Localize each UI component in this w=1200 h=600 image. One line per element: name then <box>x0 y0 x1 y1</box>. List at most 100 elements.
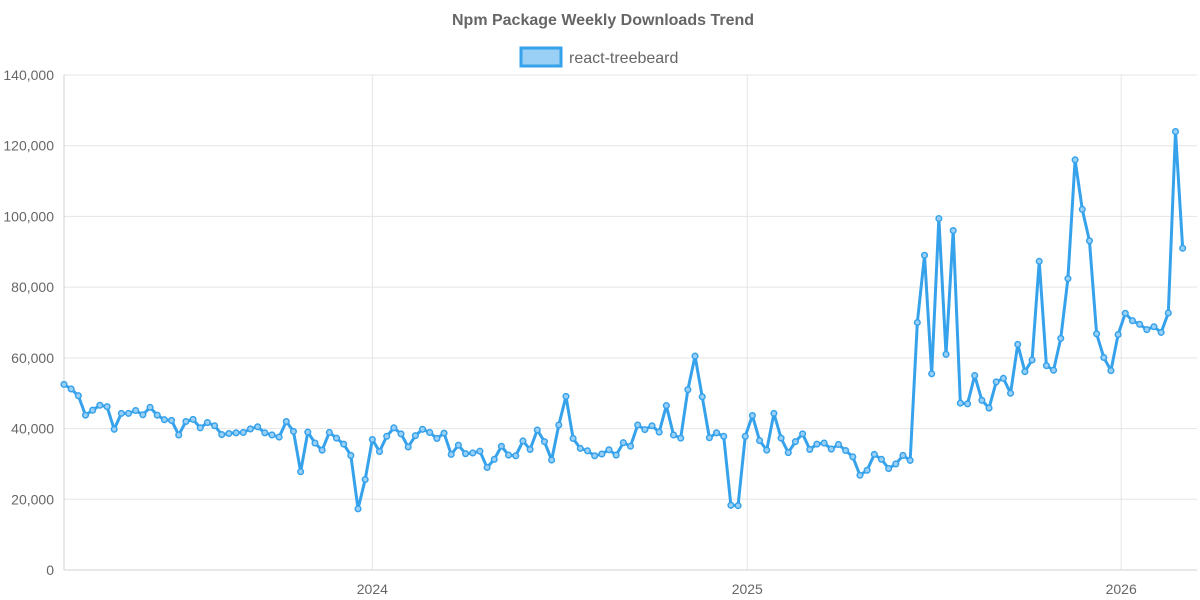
data-point[interactable] <box>956 399 964 407</box>
data-point[interactable] <box>139 411 147 419</box>
data-point[interactable] <box>598 450 606 458</box>
data-point[interactable] <box>799 430 807 438</box>
data-point[interactable] <box>784 449 792 457</box>
data-point[interactable] <box>813 440 821 448</box>
data-point[interactable] <box>963 400 972 408</box>
data-point[interactable] <box>483 463 491 472</box>
data-point[interactable] <box>756 437 764 445</box>
data-point[interactable] <box>791 438 799 446</box>
data-point[interactable] <box>325 428 333 437</box>
legend[interactable]: react-treebeard <box>519 46 678 68</box>
data-point[interactable] <box>246 425 254 433</box>
data-point[interactable] <box>454 441 462 449</box>
data-point[interactable] <box>677 434 685 442</box>
data-point[interactable] <box>698 393 706 401</box>
data-point[interactable] <box>404 443 412 451</box>
data-point[interactable] <box>368 435 376 444</box>
data-point[interactable] <box>1028 356 1036 364</box>
data-point[interactable] <box>211 422 219 430</box>
data-point[interactable] <box>1007 389 1015 397</box>
data-point[interactable] <box>289 427 298 435</box>
data-point[interactable] <box>1121 309 1129 317</box>
data-point[interactable] <box>418 425 427 433</box>
data-point[interactable] <box>175 431 183 439</box>
data-point[interactable] <box>67 385 75 393</box>
data-point[interactable] <box>634 421 642 429</box>
data-point[interactable] <box>505 451 513 459</box>
data-point[interactable] <box>132 406 140 415</box>
data-point[interactable] <box>619 439 627 447</box>
data-point[interactable] <box>691 352 699 360</box>
data-point[interactable] <box>361 475 369 484</box>
data-point[interactable] <box>583 447 592 455</box>
data-point[interactable] <box>806 445 814 453</box>
data-point[interactable] <box>569 434 577 443</box>
data-point[interactable] <box>497 442 505 450</box>
data-point[interactable] <box>641 426 649 434</box>
data-point[interactable] <box>81 411 90 419</box>
data-point[interactable] <box>777 434 785 442</box>
data-point[interactable] <box>1157 328 1165 336</box>
data-point[interactable] <box>1042 362 1050 370</box>
data-point[interactable] <box>1021 368 1029 376</box>
data-point[interactable] <box>992 378 1000 386</box>
data-point[interactable] <box>1171 128 1180 136</box>
data-point[interactable] <box>168 416 176 424</box>
data-point[interactable] <box>117 409 125 417</box>
data-point[interactable] <box>196 424 204 432</box>
data-point[interactable] <box>1114 330 1122 339</box>
data-point[interactable] <box>626 442 635 450</box>
data-point[interactable] <box>318 446 326 454</box>
data-point[interactable] <box>383 432 391 440</box>
data-point[interactable] <box>928 370 936 378</box>
data-point[interactable] <box>1085 237 1093 245</box>
data-point[interactable] <box>1179 244 1187 252</box>
data-point[interactable] <box>985 404 993 412</box>
data-point[interactable] <box>1014 340 1022 348</box>
data-point[interactable] <box>282 417 290 426</box>
data-point[interactable] <box>1143 326 1151 334</box>
data-point[interactable] <box>103 403 111 411</box>
data-point[interactable] <box>820 439 828 447</box>
data-point[interactable] <box>935 215 943 223</box>
data-point[interactable] <box>827 445 835 453</box>
data-point[interactable] <box>519 437 527 445</box>
data-point[interactable] <box>239 428 247 437</box>
data-point[interactable] <box>877 455 886 463</box>
data-point[interactable] <box>942 350 950 358</box>
data-point[interactable] <box>605 446 613 454</box>
data-point[interactable] <box>225 429 233 438</box>
data-point[interactable] <box>397 430 405 438</box>
data-point[interactable] <box>849 453 857 461</box>
data-point[interactable] <box>512 452 520 460</box>
data-point[interactable] <box>1078 205 1086 213</box>
data-point[interactable] <box>834 440 843 449</box>
data-point[interactable] <box>354 505 362 513</box>
data-point[interactable] <box>1057 334 1065 342</box>
data-point[interactable] <box>863 466 871 474</box>
data-point[interactable] <box>899 451 907 459</box>
data-point[interactable] <box>469 449 477 457</box>
data-point[interactable] <box>1050 366 1058 374</box>
data-point[interactable] <box>297 468 305 476</box>
data-point[interactable] <box>268 431 276 439</box>
data-point[interactable] <box>576 444 584 452</box>
data-point[interactable] <box>332 434 341 442</box>
data-point[interactable] <box>662 402 670 410</box>
data-point[interactable] <box>232 429 240 437</box>
data-point[interactable] <box>347 451 355 459</box>
data-point[interactable] <box>870 450 878 458</box>
data-point[interactable] <box>1064 275 1072 283</box>
data-point[interactable] <box>60 380 68 388</box>
data-point[interactable] <box>1164 309 1172 317</box>
data-point[interactable] <box>254 423 262 431</box>
data-point[interactable] <box>842 446 850 455</box>
data-point[interactable] <box>462 450 470 458</box>
data-point[interactable] <box>949 227 957 235</box>
data-point[interactable] <box>999 374 1007 382</box>
data-point[interactable] <box>978 396 986 404</box>
data-point[interactable] <box>110 425 118 433</box>
data-point[interactable] <box>741 432 749 440</box>
data-point[interactable] <box>655 428 663 436</box>
data-point[interactable] <box>447 450 455 458</box>
